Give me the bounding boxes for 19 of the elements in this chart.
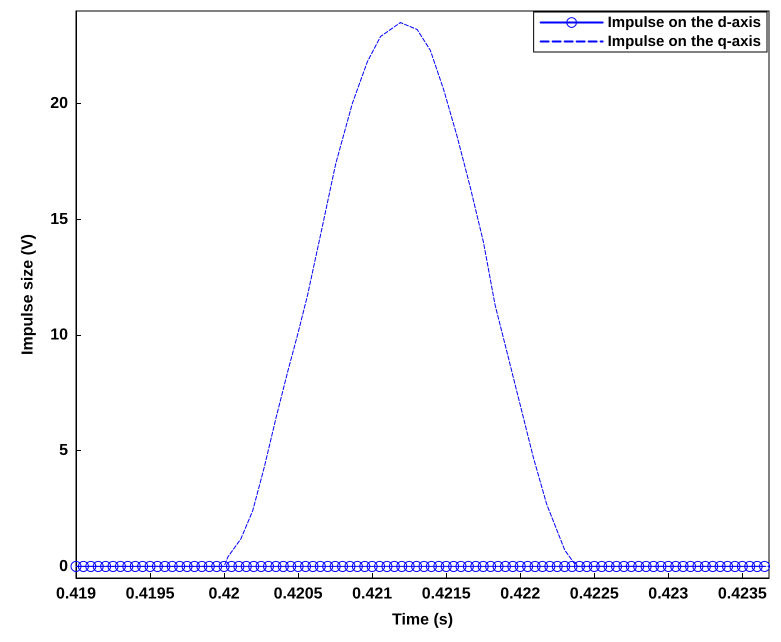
y-axis-title: Impulse size (V) [20, 234, 36, 355]
x-tick-label: 0.4195 [126, 586, 175, 602]
x-tick-label: 0.419 [56, 586, 96, 602]
x-tick-label: 0.421 [352, 586, 392, 602]
y-tick-label: 10 [50, 326, 68, 344]
x-tick-label: 0.423 [648, 586, 688, 602]
y-tick-label: 5 [59, 442, 68, 460]
x-tick-label: 0.4205 [274, 586, 323, 602]
x-tick-label: 0.422 [500, 586, 540, 602]
x-tick-label: 0.4235 [718, 586, 767, 602]
x-tick-label: 0.4225 [570, 586, 619, 602]
x-axis-title: Time (s) [392, 612, 454, 628]
y-tick-label: 20 [50, 95, 68, 112]
x-tick-label: 0.42 [208, 586, 240, 602]
legend-label: Impulse on the q-axis [608, 33, 762, 50]
y-tick-label: 0 [59, 558, 68, 575]
legend-label: Impulse on the d-axis [608, 14, 762, 31]
x-tick-label: 0.4215 [422, 586, 471, 602]
y-tick-label: 15 [50, 210, 68, 228]
